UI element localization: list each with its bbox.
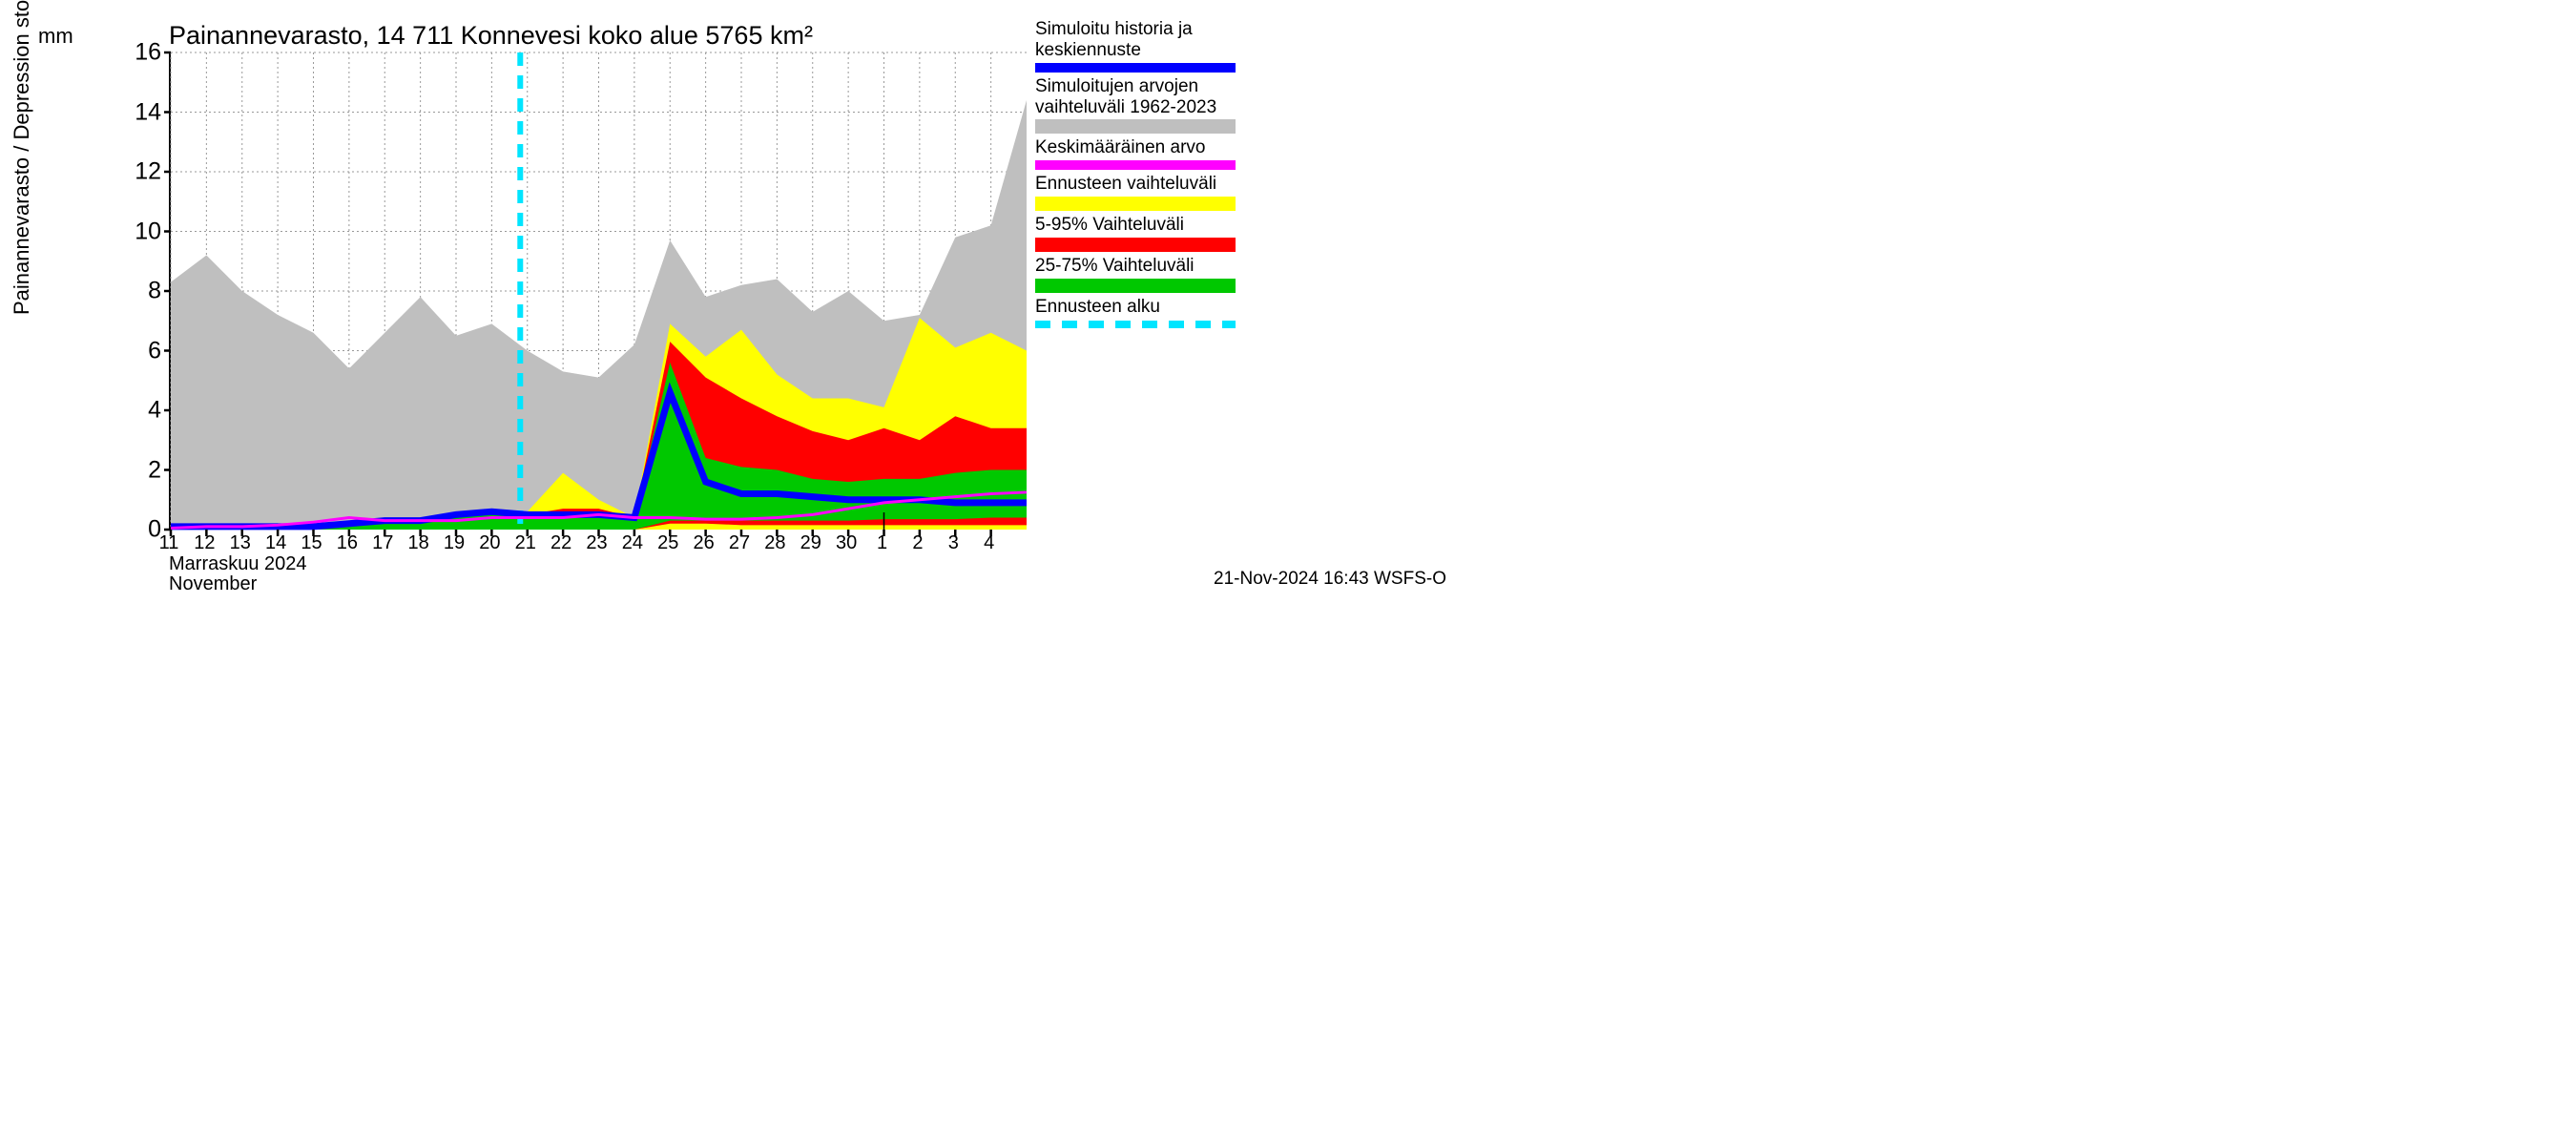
legend-swatch [1035, 63, 1236, 73]
x-tick-label: 3 [948, 532, 959, 554]
legend-item: Ennusteen alku [1035, 297, 1436, 328]
x-tick-label: 1 [877, 532, 887, 554]
x-tick-label: 15 [301, 532, 322, 554]
legend-item: 5-95% Vaihteluväli [1035, 215, 1436, 252]
chart-title: Painannevarasto, 14 711 Konnevesi koko a… [169, 21, 813, 51]
x-tick-label: 12 [194, 532, 215, 554]
month-label-en: November [169, 573, 257, 595]
x-tick-label: 27 [729, 532, 750, 554]
x-tick-label: 16 [337, 532, 358, 554]
legend-item: Ennusteen vaihteluväli [1035, 174, 1436, 211]
x-tick-label: 4 [984, 532, 994, 554]
x-tick-label: 18 [408, 532, 429, 554]
legend-item: Keskimääräinen arvo [1035, 137, 1436, 170]
x-tick-label: 20 [479, 532, 500, 554]
legend-label: Keskimääräinen arvo [1035, 137, 1436, 158]
legend-label: Simuloitu historia ja [1035, 19, 1436, 40]
x-tick-label: 25 [657, 532, 678, 554]
legend-label: Ennusteen vaihteluväli [1035, 174, 1436, 195]
y-tick-label: 8 [0, 278, 161, 305]
y-tick-label: 6 [0, 337, 161, 364]
x-tick-label: 28 [764, 532, 785, 554]
legend-item: Simuloitujen arvojenvaihteluväli 1962-20… [1035, 76, 1436, 135]
x-tick-label: 13 [230, 532, 251, 554]
y-tick-label: 16 [0, 39, 161, 67]
legend-swatch [1035, 160, 1236, 170]
legend-swatch [1035, 119, 1236, 134]
legend-item: 25-75% Vaihteluväli [1035, 256, 1436, 293]
x-tick-label: 29 [800, 532, 821, 554]
plot-area [169, 52, 1025, 530]
legend-label: Ennusteen alku [1035, 297, 1436, 318]
legend-swatch [1035, 321, 1236, 328]
y-tick-label: 0 [0, 516, 161, 544]
plot-svg [171, 52, 1027, 530]
x-axis: Marraskuu 2024 November 1112131415161718… [169, 532, 1025, 599]
x-tick-label: 30 [836, 532, 857, 554]
y-tick-label: 12 [0, 158, 161, 186]
month-label-fi: Marraskuu 2024 [169, 553, 307, 575]
legend-swatch [1035, 279, 1236, 293]
x-tick-label: 17 [372, 532, 393, 554]
legend-swatch [1035, 238, 1236, 252]
legend: Simuloitu historia jakeskiennusteSimuloi… [1035, 19, 1436, 332]
legend-label: Simuloitujen arvojen [1035, 76, 1436, 97]
y-tick-label: 14 [0, 98, 161, 126]
timestamp: 21-Nov-2024 16:43 WSFS-O [1214, 569, 1446, 590]
x-tick-label: 26 [694, 532, 715, 554]
x-tick-label: 2 [912, 532, 923, 554]
y-tick-label: 10 [0, 218, 161, 245]
legend-swatch [1035, 197, 1236, 211]
x-tick-label: 14 [265, 532, 286, 554]
legend-label: 25-75% Vaihteluväli [1035, 256, 1436, 277]
x-tick-label: 23 [586, 532, 607, 554]
legend-item: Simuloitu historia jakeskiennuste [1035, 19, 1436, 73]
y-tick-label: 2 [0, 456, 161, 484]
legend-label: 5-95% Vaihteluväli [1035, 215, 1436, 236]
x-tick-label: 22 [551, 532, 571, 554]
y-tick-label: 4 [0, 397, 161, 425]
x-tick-label: 21 [515, 532, 536, 554]
legend-label: keskiennuste [1035, 40, 1436, 61]
legend-label: vaihteluväli 1962-2023 [1035, 97, 1436, 118]
x-tick-label: 11 [159, 532, 179, 554]
chart-container: mm Painannevarasto / Depression storage … [0, 0, 1465, 601]
x-tick-label: 24 [622, 532, 643, 554]
x-tick-label: 19 [444, 532, 465, 554]
y-tick-labels: 0246810121416 [0, 52, 165, 530]
